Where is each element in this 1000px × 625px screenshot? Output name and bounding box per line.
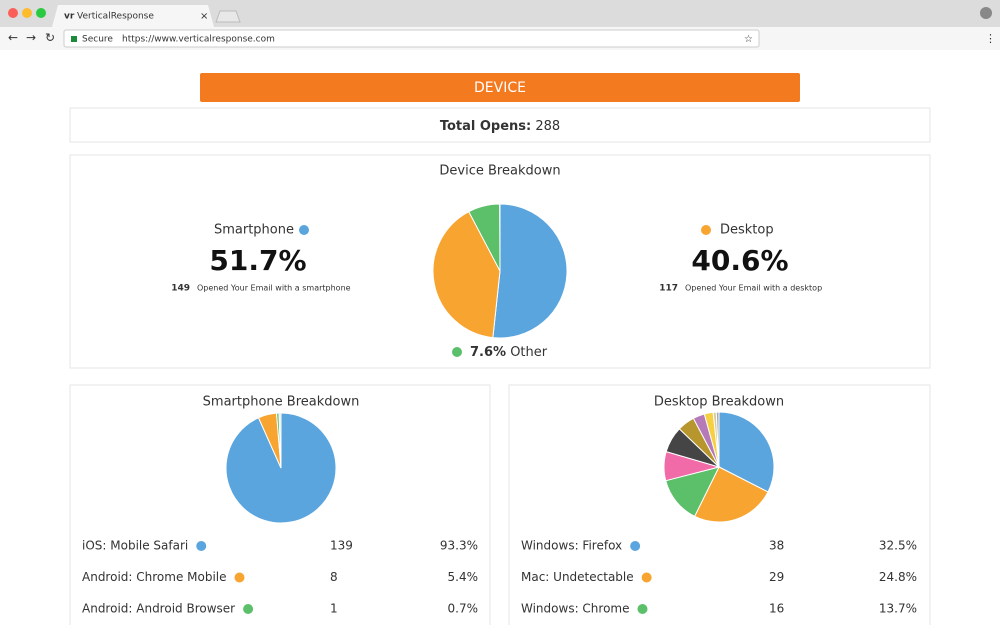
row-dot (196, 541, 207, 551)
row-pct: 0.7% (448, 602, 479, 616)
min-btn[interactable] (22, 8, 32, 18)
desktop-dot (701, 225, 711, 235)
desktop-breakdown-title: Desktop Breakdown (654, 395, 784, 410)
row-count: 38 (769, 539, 784, 553)
smartphone-breakdown-title: Smartphone Breakdown (203, 395, 360, 410)
desktop-count: 117 (659, 284, 678, 294)
pie-slice (693, 466, 769, 523)
pie-slice (715, 411, 720, 468)
row-pct: 32.5% (879, 539, 917, 553)
back[interactable]: ← (8, 31, 18, 45)
lock (71, 36, 77, 42)
row-count: 16 (769, 602, 784, 616)
row-label: Windows: Firefox (521, 539, 622, 553)
total-opens: Total Opens: 288 (440, 119, 560, 134)
url: https://www.verticalresponse.com (122, 35, 275, 45)
row-label: Mac: Undetectable (521, 570, 634, 584)
other-pct: 7.6% (470, 345, 506, 360)
pie-slice (492, 203, 568, 339)
header-title: DEVICE (474, 80, 526, 96)
profile[interactable] (980, 7, 992, 19)
row-pct: 24.8% (879, 570, 917, 584)
row-count: 139 (330, 539, 353, 553)
row-dot (630, 541, 641, 551)
pie-slice (468, 203, 501, 272)
bookmark[interactable]: ☆ (744, 34, 753, 45)
row-count: 1 (330, 602, 338, 616)
desktop-label: Desktop (720, 223, 774, 238)
tab[interactable] (52, 5, 214, 27)
row-dot (641, 572, 652, 583)
new-tab[interactable] (215, 10, 241, 23)
total-label: Total Opens: (440, 119, 531, 134)
row-pct: 93.3% (440, 539, 478, 553)
other-label: Other (510, 345, 548, 360)
reload[interactable]: ↻ (45, 31, 55, 45)
row-count: 8 (330, 570, 338, 584)
row-pct: 5.4% (448, 570, 479, 584)
address-bar[interactable] (63, 29, 760, 48)
other-dot (452, 347, 462, 357)
desktop-pct: 40.6% (691, 244, 788, 277)
pie-slice (275, 412, 282, 469)
menu[interactable]: ⋮ (985, 32, 996, 45)
row-dot (637, 604, 648, 614)
favicon: vr (64, 12, 75, 22)
smartphone-count: 149 (171, 284, 190, 294)
row-label: Android: Chrome Mobile (82, 570, 227, 584)
header-bar (200, 73, 800, 102)
secure: Secure (82, 35, 113, 45)
pie-slice (718, 411, 775, 493)
smartphone-label: Smartphone (214, 223, 294, 238)
row-label: iOS: Mobile Safari (82, 539, 188, 553)
other: 7.6% Other (470, 345, 548, 360)
row-dot (234, 572, 245, 583)
total-card (69, 107, 931, 143)
row-pct: 13.7% (879, 602, 917, 616)
device-title: Device Breakdown (439, 164, 560, 179)
row-dot (243, 604, 254, 614)
close-btn[interactable] (8, 8, 18, 18)
tab-close[interactable]: × (200, 11, 208, 22)
smartphone-desc: Opened Your Email with a smartphone (197, 284, 351, 293)
desktop-desc: Opened Your Email with a desktop (685, 284, 822, 293)
row-count: 29 (769, 570, 784, 584)
smartphone-pct: 51.7% (209, 244, 306, 277)
max-btn[interactable] (36, 8, 46, 18)
total-value: 288 (535, 119, 560, 134)
pie-slice (432, 211, 501, 339)
row-label: Android: Android Browser (82, 602, 235, 616)
row-label: Windows: Chrome (521, 602, 630, 616)
forward[interactable]: → (26, 31, 36, 45)
tab-title: VerticalResponse (77, 12, 154, 22)
smartphone-dot (299, 225, 309, 235)
